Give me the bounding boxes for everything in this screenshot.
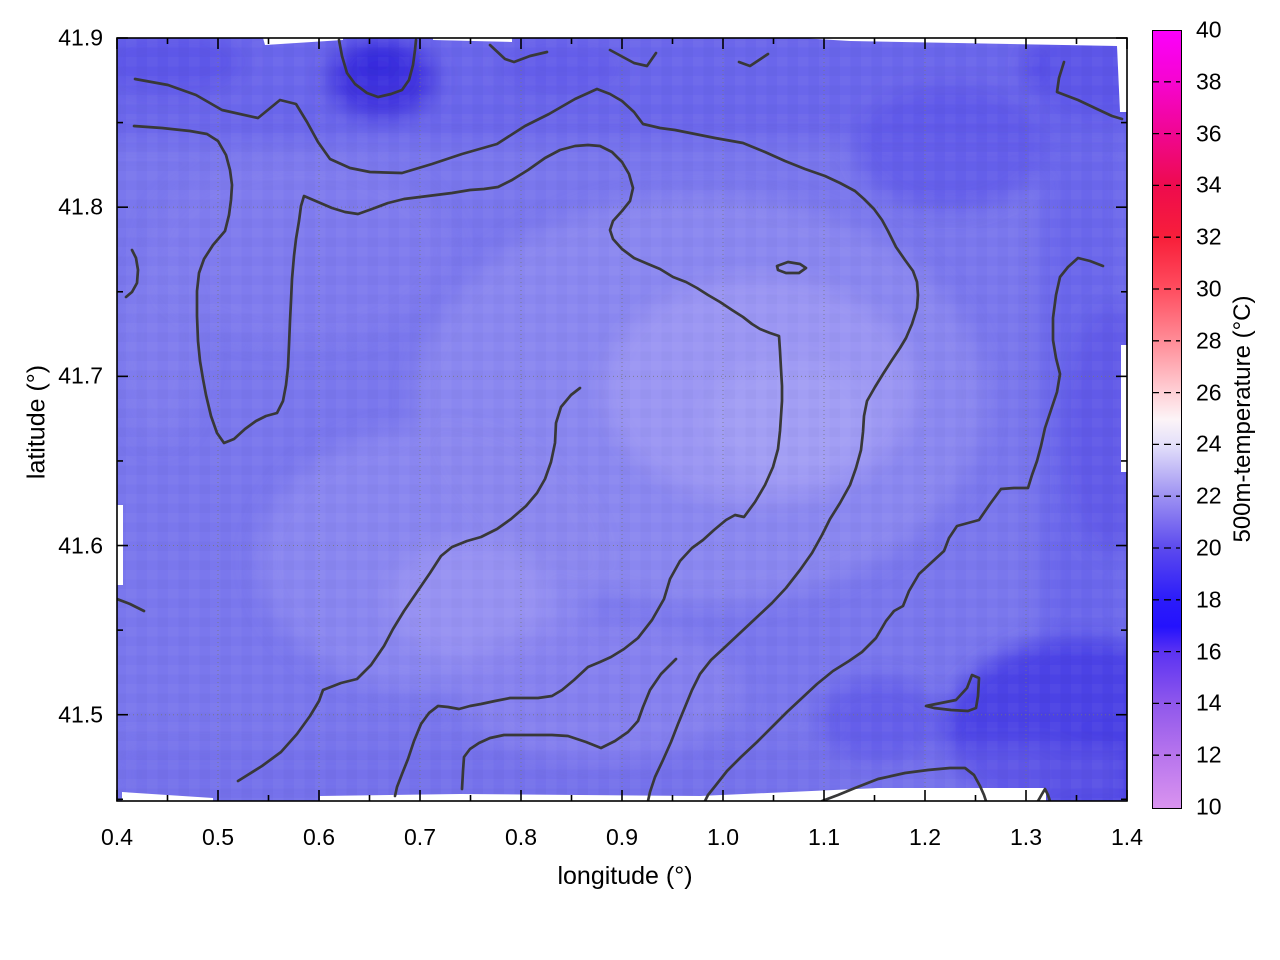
y-tick-label: 41.7 (58, 362, 103, 389)
colorbar-tick-label: 40 (1196, 16, 1222, 43)
x-axis-label: longitude (°) (557, 862, 693, 890)
x-tick-label: 0.5 (202, 824, 234, 850)
colorbar-tick-label: 32 (1196, 223, 1222, 250)
x-tick-label: 1.4 (1111, 824, 1143, 850)
colorbar-tick-label: 18 (1196, 586, 1222, 613)
y-axis-label: latitude (°) (22, 364, 51, 480)
x-tick-label: 1.3 (1010, 824, 1042, 850)
contour-outer-ring-top-left-to-bottom (133, 77, 920, 801)
contour-bottom-tiny-stub (1036, 787, 1052, 801)
colorbar-tick-label: 14 (1196, 689, 1222, 716)
contour-bottom-bump (820, 766, 988, 801)
colorbar-tick-label: 26 (1196, 379, 1222, 406)
contour-lines (117, 38, 1124, 801)
x-tick-label: 0.9 (606, 824, 638, 850)
colorbar-gradient (1152, 30, 1182, 809)
contour-top-segment-3 (737, 52, 770, 68)
contour-small-triangle-loop-right (924, 673, 981, 713)
pm3d-surface (117, 38, 1127, 801)
colorbar-tick-label: 22 (1196, 482, 1222, 509)
x-tick-label: 0.8 (505, 824, 537, 850)
colorbar-label: 500m-temperature (°C) (1229, 295, 1256, 543)
colorbar-tick-label: 24 (1196, 430, 1222, 457)
x-tick-label: 0.6 (303, 824, 335, 850)
contour-left-edge-hook (124, 248, 140, 299)
plot-border (116, 37, 1128, 802)
colorbar-tick-label: 10 (1196, 793, 1222, 820)
colorbar-tick-label: 12 (1196, 741, 1222, 768)
contour-left-edge-stub (117, 597, 146, 613)
x-tick-label: 1.1 (808, 824, 840, 850)
y-tick-label: 41.6 (58, 532, 103, 559)
colorbar-tick-label: 38 (1196, 68, 1222, 95)
y-tick-label: 41.5 (58, 701, 103, 728)
contour-top-segment-1 (488, 43, 549, 64)
x-tick-label: 0.4 (101, 824, 133, 850)
colorbar-tick-label: 36 (1196, 120, 1222, 147)
colorbar-tick-label: 28 (1196, 327, 1222, 354)
contour-top-right-segment (1055, 60, 1124, 121)
colorbar-tick-label: 20 (1196, 534, 1222, 561)
x-tick-label: 1.0 (707, 824, 739, 850)
contour-inner-stub-bottom-center (460, 657, 678, 791)
contour-top-cold-pocket-u (337, 38, 418, 99)
contour-staircase-bottom-left (236, 386, 582, 783)
x-tick-label: 1.2 (909, 824, 941, 850)
grid-lines (117, 38, 1127, 801)
contour-top-segment-2 (608, 48, 658, 68)
no-data-gaps (117, 38, 1127, 801)
y-tick-label: 41.9 (58, 24, 103, 51)
contour-tiny-diamond-loop (775, 260, 808, 275)
colorbar-tick-label: 34 (1196, 171, 1222, 198)
colorbar-tick-label: 30 (1196, 275, 1222, 302)
y-tick-label: 41.8 (58, 193, 103, 220)
contour-second-contour-left-lobe-and-notch (132, 124, 784, 798)
x-tick-label: 0.7 (404, 824, 436, 850)
contour-right-side-long-contour (703, 256, 1105, 801)
colorbar-tick-label: 16 (1196, 638, 1222, 665)
